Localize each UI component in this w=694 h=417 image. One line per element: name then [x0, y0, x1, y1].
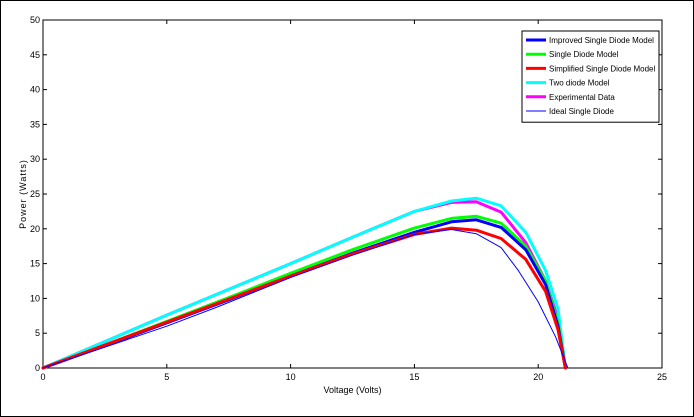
x-axis-label: Voltage (Volts) [323, 385, 381, 395]
x-tick-label: 0 [40, 372, 45, 382]
series-line-5 [42, 229, 569, 369]
y-tick-label: 15 [30, 259, 40, 269]
y-tick-label: 30 [30, 154, 40, 164]
x-axis-ticks: 0 5 10 15 20 25 [40, 20, 667, 382]
x-tick-label: 10 [286, 372, 296, 382]
series-lines [41, 196, 569, 370]
legend-label-0: Improved Single Diode Model [549, 36, 654, 45]
y-tick-label: 25 [30, 189, 40, 199]
y-axis-ticks: 0 5 10 15 20 25 30 35 40 45 50 [30, 15, 662, 373]
legend-label-1: Single Diode Model [549, 50, 619, 59]
y-tick-label: 45 [30, 50, 40, 60]
series-line-2 [41, 226, 567, 370]
y-axis-label: Power (Watts) [18, 159, 28, 229]
x-tick-label: 25 [657, 372, 667, 382]
y-tick-label: 20 [30, 224, 40, 234]
series-line-3 [41, 196, 567, 370]
legend-label-5: Ideal Single Diode [549, 107, 614, 116]
y-tick-label: 40 [30, 85, 40, 95]
legend: Improved Single Diode Model Single Diode … [521, 30, 660, 123]
legend-label-2: Simplified Single Diode Model [549, 64, 656, 73]
legend-label-3: Two diode Model [549, 79, 610, 88]
x-tick-label: 15 [409, 372, 419, 382]
x-tick-label: 5 [164, 372, 169, 382]
legend-label-4: Experimental Data [549, 93, 615, 102]
y-tick-label: 0 [35, 363, 40, 373]
y-tick-label: 5 [35, 328, 40, 338]
y-tick-label: 35 [30, 119, 40, 129]
legend-box [521, 30, 660, 123]
y-tick-label: 50 [30, 15, 40, 25]
y-tick-label: 10 [30, 293, 40, 303]
x-tick-label: 20 [533, 372, 543, 382]
